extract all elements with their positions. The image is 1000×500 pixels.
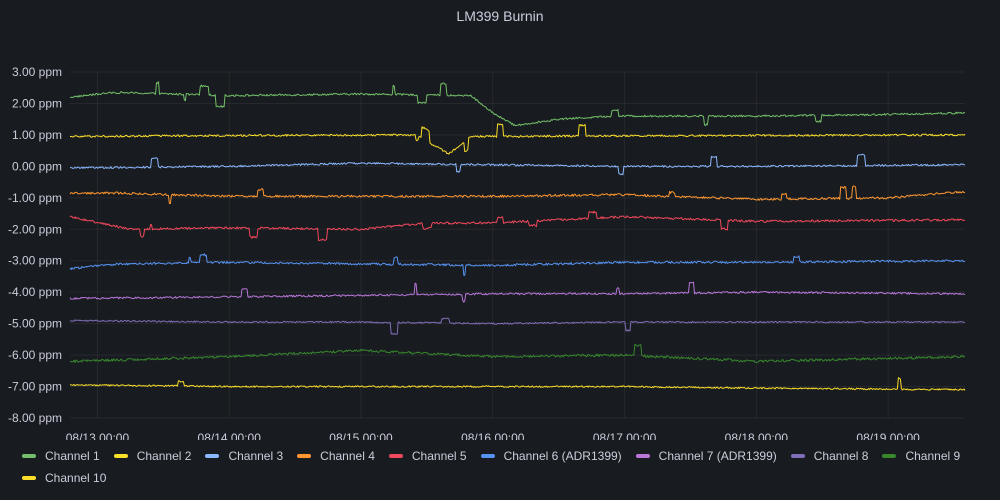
y-tick-label: 2.00 ppm (12, 96, 62, 110)
series-line-6[interactable] (69, 253, 966, 276)
legend-swatch (480, 454, 495, 458)
legend-swatch (388, 454, 403, 458)
x-tick-label: 08/15 00:00 (329, 431, 393, 440)
legend-label: Channel 1 (45, 449, 100, 463)
y-tick-label: -4.00 ppm (8, 285, 62, 299)
y-tick-label: 3.00 ppm (12, 65, 62, 79)
legend-label: Channel 7 (ADR1399) (658, 449, 777, 463)
legend-swatch (297, 454, 312, 458)
series-line-2[interactable] (70, 123, 966, 155)
y-tick-label: -7.00 ppm (8, 380, 62, 394)
series-line-4[interactable] (69, 185, 966, 205)
y-tick-label: 0.00 ppm (12, 159, 62, 173)
y-tick-label: 1.00 ppm (12, 128, 62, 142)
series-line-1[interactable] (69, 81, 966, 127)
y-axis: 3.00 ppm 2.00 ppm 1.00 ppm 0.00 ppm -1.00 pp… (8, 65, 62, 425)
legend-item[interactable]: Channel 10 (22, 470, 106, 486)
y-tick-label: -5.00 ppm (8, 317, 62, 331)
legend-swatch (882, 454, 897, 458)
legend-swatch (22, 476, 36, 480)
series-line-5[interactable] (69, 210, 966, 242)
series-line-7[interactable] (69, 281, 966, 303)
series-line-3[interactable] (69, 153, 966, 176)
legend-swatch (113, 454, 128, 458)
legend-item[interactable]: Channel 7 (ADR1399) (635, 448, 777, 464)
series-lines (69, 81, 966, 391)
legend-label: Channel 5 (411, 449, 467, 463)
legend-label: Channel 8 (813, 449, 869, 463)
legend-swatch (635, 454, 650, 458)
y-tick-label: -1.00 ppm (8, 191, 62, 205)
legend: Channel 1 Channel 2 Channel 3 Channel 4 Chan… (22, 448, 982, 486)
panel-title: LM399 Burnin (456, 8, 544, 24)
legend-item[interactable]: Channel 2 (113, 448, 192, 464)
grid-lines (70, 71, 965, 419)
x-tick-label: 08/19 00:00 (856, 431, 920, 440)
legend-label: Channel 3 (228, 449, 284, 463)
series-line-8[interactable] (69, 317, 966, 335)
legend-swatch (22, 454, 36, 458)
legend-item[interactable]: Channel 6 (ADR1399) (480, 448, 622, 464)
legend-label: Channel 6 (ADR1399) (503, 449, 622, 463)
x-tick-label: 08/14 00:00 (198, 431, 262, 440)
legend-item[interactable]: Channel 4 (297, 448, 375, 464)
legend-label: Channel 10 (45, 471, 107, 485)
legend-item[interactable]: Channel 9 (882, 448, 960, 464)
timeseries-chart[interactable]: 3.00 ppm 2.00 ppm 1.00 ppm 0.00 ppm -1.00 pp… (0, 0, 1000, 440)
x-tick-label: 08/16 00:00 (461, 431, 525, 440)
legend-label: Channel 9 (905, 449, 961, 463)
legend-label: Channel 2 (136, 449, 192, 463)
x-tick-label: 08/18 00:00 (725, 431, 789, 440)
legend-item[interactable]: Channel 5 (388, 448, 467, 464)
legend-swatch (205, 454, 220, 458)
x-axis: 08/13 00:00 08/14 00:00 08/15 00:00 08/16 0… (66, 431, 920, 440)
x-tick-label: 08/17 00:00 (593, 431, 657, 440)
legend-item[interactable]: Channel 8 (790, 448, 869, 464)
legend-item[interactable]: Channel 3 (205, 448, 283, 464)
x-tick-label: 08/13 00:00 (66, 431, 130, 440)
y-tick-label: -3.00 ppm (8, 254, 62, 268)
y-tick-label: -8.00 ppm (8, 411, 62, 425)
legend-label: Channel 4 (320, 449, 375, 463)
series-line-10[interactable] (69, 377, 966, 391)
legend-swatch (790, 454, 805, 458)
series-line-9[interactable] (69, 344, 966, 363)
y-tick-label: -2.00 ppm (8, 222, 62, 236)
y-tick-label: -6.00 ppm (8, 348, 62, 362)
legend-item[interactable]: Channel 1 (22, 448, 100, 464)
